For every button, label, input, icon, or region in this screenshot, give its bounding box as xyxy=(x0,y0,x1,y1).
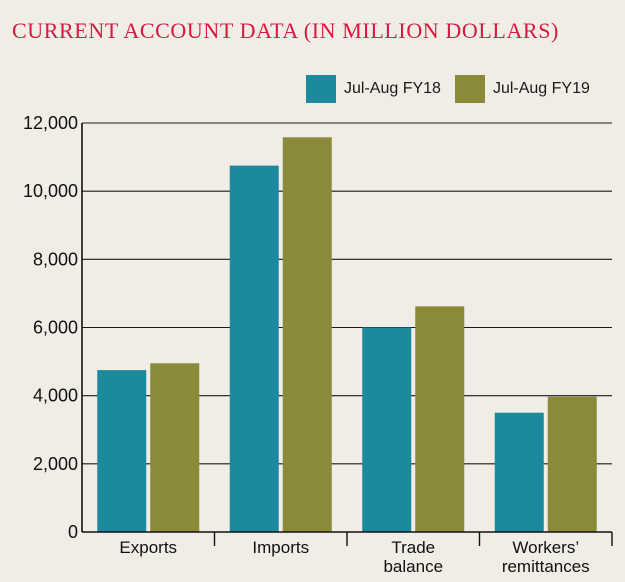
bar-fy19 xyxy=(547,396,597,532)
legend-item-fy19: Jul-Aug FY19 xyxy=(454,75,590,103)
legend: Jul-Aug FY18 Jul-Aug FY19 xyxy=(306,75,604,103)
x-category-label: Trade balance xyxy=(383,538,443,576)
legend-swatch-fy18 xyxy=(306,75,336,103)
bar-fy18 xyxy=(494,412,544,532)
y-tick-label: 8,000 xyxy=(33,249,78,269)
bar-fy18 xyxy=(97,370,147,532)
bar-fy19 xyxy=(150,363,200,532)
x-category-label: Workers’ remittances xyxy=(502,538,590,576)
y-tick-label: 12,000 xyxy=(23,113,78,133)
bar-fy18 xyxy=(362,327,412,532)
legend-swatch-fy19 xyxy=(454,75,485,103)
y-tick-label: 2,000 xyxy=(33,454,78,474)
chart-title: Current Account Data (in million dollars… xyxy=(12,18,559,43)
y-tick-label: 6,000 xyxy=(33,318,78,338)
x-category-label: Exports xyxy=(119,538,177,557)
bar-fy18 xyxy=(229,165,279,532)
bar-fy19 xyxy=(282,137,332,532)
y-tick-label: 4,000 xyxy=(33,386,78,406)
bar-fy19 xyxy=(415,306,465,532)
y-tick-label: 10,000 xyxy=(23,181,78,201)
y-tick-label: 0 xyxy=(68,522,78,542)
legend-label-fy18: Jul-Aug FY18 xyxy=(344,80,441,97)
legend-label-fy19: Jul-Aug FY19 xyxy=(492,80,590,97)
x-category-label: Imports xyxy=(252,538,309,557)
legend-item-fy18: Jul-Aug FY18 xyxy=(306,75,441,103)
